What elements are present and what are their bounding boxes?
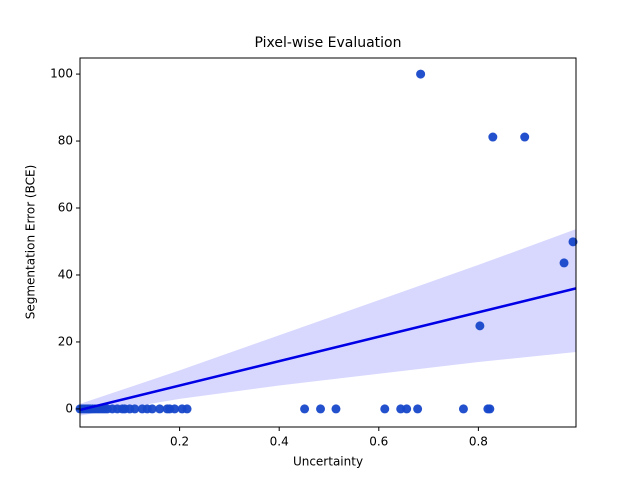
point xyxy=(568,237,578,247)
x-tick-label: 0.8 xyxy=(469,435,488,449)
point xyxy=(520,132,530,142)
x-axis-label: Uncertainty xyxy=(293,455,363,469)
x-tick-label: 0.2 xyxy=(170,435,189,449)
y-tick-label: 20 xyxy=(58,334,73,348)
confidence-band xyxy=(80,229,576,416)
y-tick-label: 100 xyxy=(50,67,73,81)
regression-line xyxy=(79,287,577,412)
point xyxy=(380,404,390,414)
point xyxy=(170,404,180,414)
y-tick-label: 80 xyxy=(58,134,73,148)
point xyxy=(475,321,485,331)
y-tick-label: 0 xyxy=(65,401,73,415)
x-tick-label: 0.4 xyxy=(270,435,289,449)
x-tick-label: 0.6 xyxy=(369,435,388,449)
point xyxy=(331,404,341,414)
point xyxy=(182,404,192,414)
point xyxy=(458,404,468,414)
point xyxy=(155,404,165,414)
y-axis-label: Segmentation Error (BCE) xyxy=(24,165,38,320)
point xyxy=(130,404,140,414)
y-tick-label: 40 xyxy=(58,267,73,281)
point xyxy=(300,404,310,414)
point xyxy=(147,404,157,414)
point xyxy=(402,404,412,414)
point xyxy=(488,132,498,142)
chart-title: Pixel-wise Evaluation xyxy=(255,35,402,51)
point xyxy=(413,404,423,414)
point xyxy=(416,69,426,79)
point xyxy=(485,404,495,414)
point xyxy=(559,258,569,268)
point xyxy=(316,404,326,414)
y-tick-label: 60 xyxy=(58,201,73,215)
plot-frame xyxy=(79,57,577,428)
